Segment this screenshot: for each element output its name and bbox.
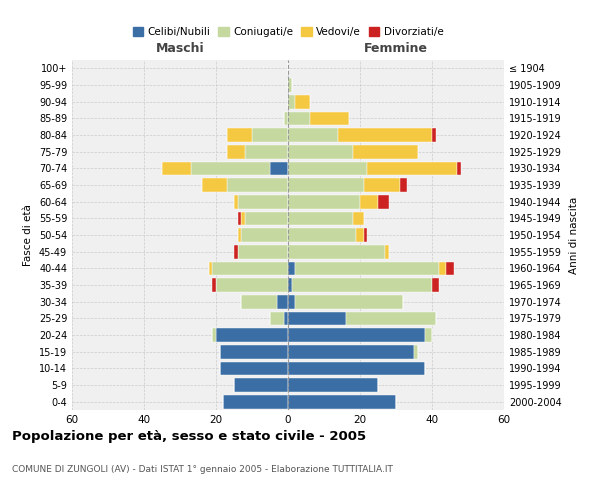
Bar bbox=[432, 278, 439, 292]
Bar bbox=[288, 295, 295, 308]
Text: COMUNE DI ZUNGOLI (AV) - Dati ISTAT 1° gennaio 2005 - Elaborazione TUTTITALIA.IT: COMUNE DI ZUNGOLI (AV) - Dati ISTAT 1° g… bbox=[12, 465, 393, 474]
Bar bbox=[252, 128, 288, 142]
Bar bbox=[288, 95, 295, 108]
Bar bbox=[288, 228, 356, 242]
Bar bbox=[378, 195, 389, 208]
Bar bbox=[227, 145, 245, 158]
Bar bbox=[220, 362, 288, 375]
Bar bbox=[446, 262, 454, 275]
Bar bbox=[288, 212, 353, 225]
Bar bbox=[238, 195, 288, 208]
Bar bbox=[310, 112, 349, 125]
Bar bbox=[209, 262, 212, 275]
Bar bbox=[288, 112, 310, 125]
Bar bbox=[234, 195, 238, 208]
Bar bbox=[288, 362, 425, 375]
Bar bbox=[295, 95, 310, 108]
Bar bbox=[457, 162, 461, 175]
Bar bbox=[241, 212, 245, 225]
Bar bbox=[162, 162, 191, 175]
Bar bbox=[288, 378, 378, 392]
Text: Maschi: Maschi bbox=[155, 42, 205, 55]
Bar bbox=[353, 212, 364, 225]
Bar bbox=[284, 312, 288, 325]
Bar bbox=[295, 262, 439, 275]
Bar bbox=[284, 112, 288, 125]
Bar bbox=[227, 128, 252, 142]
Bar bbox=[202, 178, 227, 192]
Bar bbox=[216, 328, 288, 342]
Bar bbox=[212, 262, 288, 275]
Bar bbox=[414, 345, 418, 358]
Bar bbox=[220, 345, 288, 358]
Bar bbox=[288, 145, 353, 158]
Bar bbox=[191, 162, 270, 175]
Bar bbox=[270, 162, 288, 175]
Bar bbox=[288, 312, 346, 325]
Bar bbox=[212, 278, 216, 292]
Bar bbox=[295, 295, 403, 308]
Bar bbox=[241, 228, 288, 242]
Bar bbox=[223, 395, 288, 408]
Bar bbox=[270, 312, 284, 325]
Bar bbox=[288, 195, 360, 208]
Y-axis label: Anni di nascita: Anni di nascita bbox=[569, 196, 578, 274]
Bar bbox=[439, 262, 446, 275]
Bar bbox=[245, 212, 288, 225]
Bar bbox=[216, 278, 288, 292]
Y-axis label: Fasce di età: Fasce di età bbox=[23, 204, 33, 266]
Bar bbox=[241, 295, 277, 308]
Bar bbox=[367, 162, 457, 175]
Bar bbox=[356, 228, 364, 242]
Bar bbox=[288, 328, 425, 342]
Bar bbox=[360, 195, 378, 208]
Bar bbox=[212, 328, 216, 342]
Bar bbox=[234, 245, 238, 258]
Bar bbox=[277, 295, 288, 308]
Bar bbox=[288, 78, 292, 92]
Bar bbox=[234, 378, 288, 392]
Bar bbox=[292, 278, 432, 292]
Bar bbox=[288, 178, 364, 192]
Text: Femmine: Femmine bbox=[364, 42, 428, 55]
Bar bbox=[353, 145, 418, 158]
Bar bbox=[288, 278, 292, 292]
Bar bbox=[364, 178, 400, 192]
Bar bbox=[425, 328, 432, 342]
Bar bbox=[245, 145, 288, 158]
Bar bbox=[338, 128, 432, 142]
Bar bbox=[346, 312, 436, 325]
Bar bbox=[238, 212, 241, 225]
Bar bbox=[288, 395, 396, 408]
Bar bbox=[288, 162, 367, 175]
Bar bbox=[432, 128, 436, 142]
Text: Popolazione per età, sesso e stato civile - 2005: Popolazione per età, sesso e stato civil… bbox=[12, 430, 366, 443]
Bar bbox=[288, 262, 295, 275]
Bar bbox=[238, 228, 241, 242]
Bar bbox=[400, 178, 407, 192]
Legend: Celibi/Nubili, Coniugati/e, Vedovi/e, Divorziati/e: Celibi/Nubili, Coniugati/e, Vedovi/e, Di… bbox=[128, 23, 448, 42]
Bar bbox=[385, 245, 389, 258]
Bar bbox=[238, 245, 288, 258]
Bar bbox=[227, 178, 288, 192]
Bar bbox=[288, 245, 385, 258]
Bar bbox=[288, 128, 338, 142]
Bar bbox=[288, 345, 414, 358]
Bar bbox=[364, 228, 367, 242]
